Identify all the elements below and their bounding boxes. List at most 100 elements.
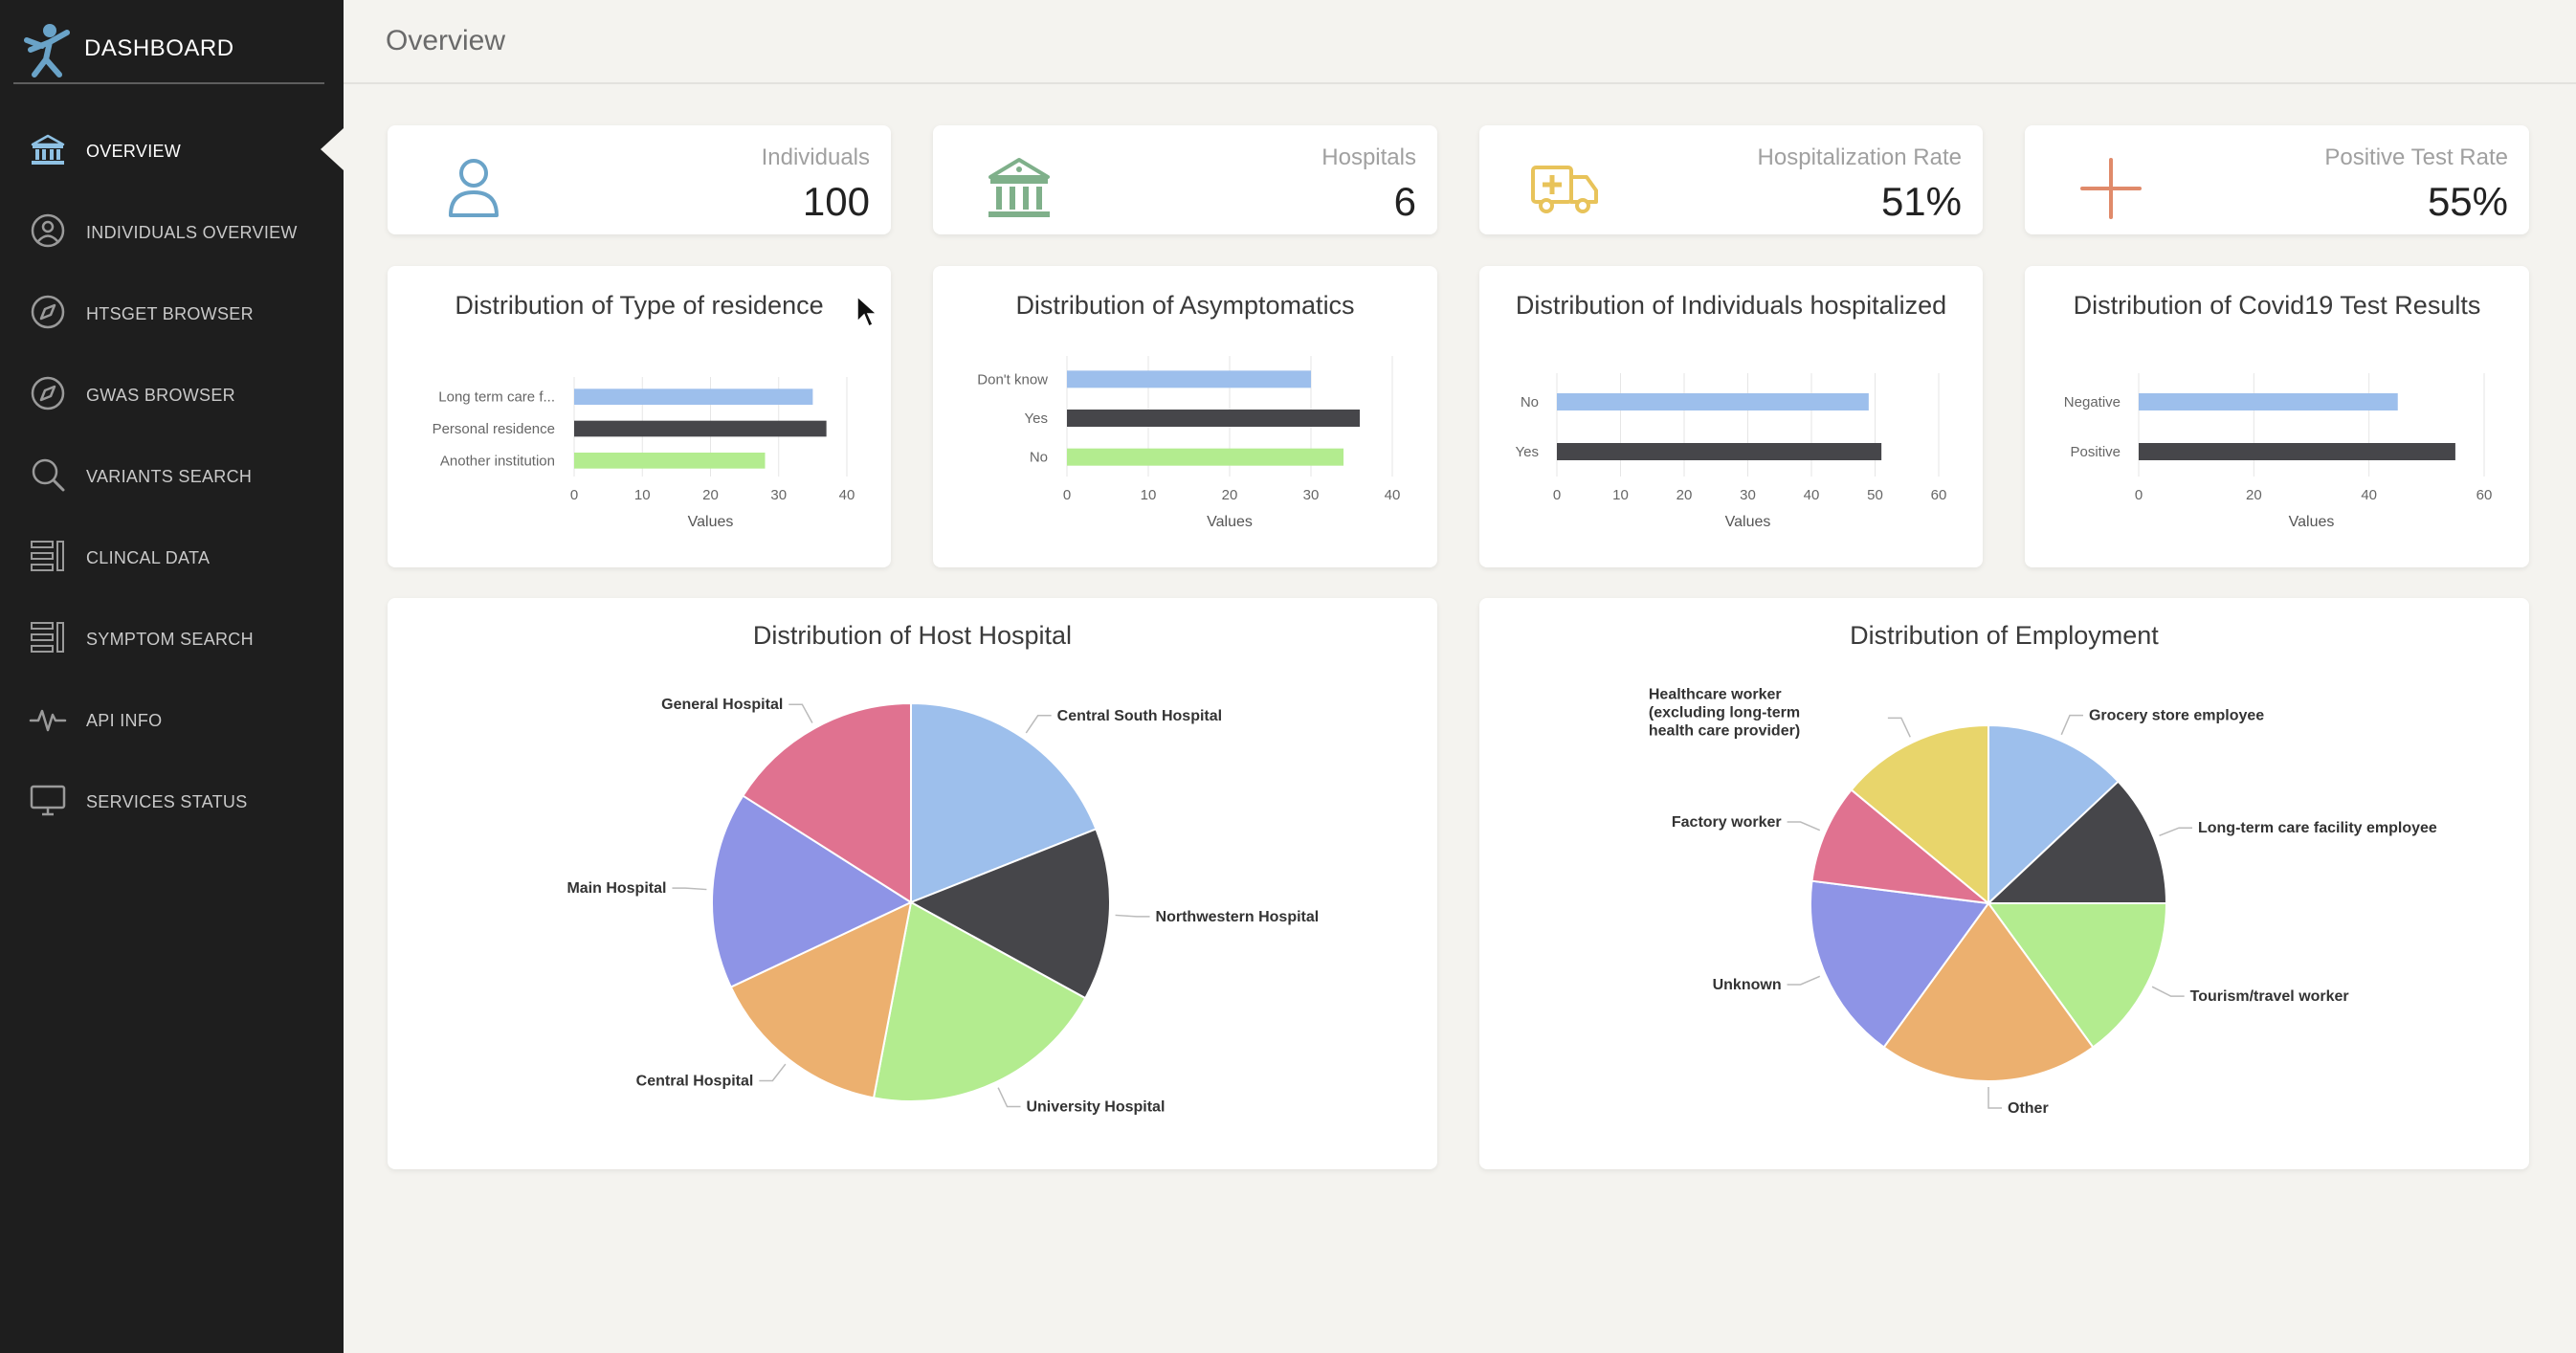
category-label: Another institution xyxy=(440,453,555,469)
sidebar-item-label: CLINCAL DATA xyxy=(86,548,211,567)
bar-chart-test-results: 0 20 40 60 Negative Positive Values xyxy=(2064,373,2492,530)
bank-icon xyxy=(31,134,65,165)
list-icon xyxy=(31,622,64,653)
sidebar-item-label: GWAS BROWSER xyxy=(86,386,235,405)
slice-label: Tourism/travel worker xyxy=(2190,988,2349,1005)
label-connector xyxy=(1988,1087,2002,1109)
bar[interactable] xyxy=(2139,393,2398,410)
mouse-cursor-icon xyxy=(856,295,878,328)
bar[interactable] xyxy=(1067,448,1344,466)
stat-card-positive-test-rate: Positive Test Rate 55% xyxy=(2025,125,2529,234)
pie-slice[interactable] xyxy=(1882,901,2095,1082)
chart-title: Distribution of Individuals hospitalized xyxy=(1515,291,1947,320)
tick-label: 20 xyxy=(1222,487,1238,503)
bar[interactable] xyxy=(574,420,827,437)
slice-label: Main Hospital xyxy=(566,880,666,897)
sidebar-item-gwas-browser[interactable]: GWAS BROWSER xyxy=(0,355,344,435)
brand[interactable]: DASHBOARD xyxy=(13,8,324,84)
chart-card-hospitalized: Distribution of Individuals hospitalized… xyxy=(1479,266,1983,567)
search-icon xyxy=(32,458,65,492)
category-label: Don't know xyxy=(977,371,1048,388)
tick-label: 0 xyxy=(2135,487,2143,503)
compass-icon xyxy=(31,376,65,410)
chart-title: Distribution of Covid19 Test Results xyxy=(2073,291,2481,320)
sidebar-item-label: SERVICES STATUS xyxy=(86,792,248,811)
bar[interactable] xyxy=(1067,370,1311,388)
sidebar-item-label: INDIVIDUALS OVERVIEW xyxy=(86,223,298,242)
pie-slice[interactable] xyxy=(729,900,913,1099)
category-label: Positive xyxy=(2070,444,2121,460)
label-connector xyxy=(1787,975,1821,986)
slice-label: Grocery store employee xyxy=(2089,708,2264,724)
chart-card-asymptomatics: Distribution of Asymptomatics 0 10 20 30 40 D… xyxy=(933,266,1437,567)
tick-label: 40 xyxy=(2361,487,2377,503)
axis-label: Values xyxy=(688,514,734,530)
bar-chart-residence: 0 10 20 30 40 Long term care f... Personal res… xyxy=(433,377,855,530)
tick-label: 40 xyxy=(1804,487,1820,503)
stat-value: 6 xyxy=(1393,179,1416,224)
page-header: Overview xyxy=(344,0,2576,84)
slice-label: Central Hospital xyxy=(636,1073,754,1089)
pie-slice[interactable] xyxy=(910,701,1098,904)
slice-label: Other xyxy=(2008,1100,2049,1117)
tick-label: 30 xyxy=(1740,487,1756,503)
pie-slice[interactable] xyxy=(741,701,912,904)
label-connector xyxy=(1115,914,1150,918)
slice-label: University Hospital xyxy=(1026,1099,1165,1116)
bar-chart-asymptomatics: 0 10 20 30 40 Don't know Yes No Values xyxy=(977,356,1401,530)
sidebar-item-htsget-browser[interactable]: HTSGET BROWSER xyxy=(0,274,344,354)
bar[interactable] xyxy=(574,388,813,405)
sidebar-item-label: SYMPTOM SEARCH xyxy=(86,630,254,649)
sidebar-item-symptom-search[interactable]: SYMPTOM SEARCH xyxy=(0,599,344,679)
category-label: Yes xyxy=(1516,444,1539,460)
sidebar-item-api-info[interactable]: API INFO xyxy=(0,680,344,761)
chart-card-residence: Distribution of Type of residence 0 10 20 3… xyxy=(388,266,891,567)
pie-slice[interactable] xyxy=(908,828,1111,1000)
pie-slice[interactable] xyxy=(711,794,914,988)
tick-label: 0 xyxy=(570,487,578,503)
active-indicator xyxy=(321,128,344,170)
category-label: Long term care f... xyxy=(438,389,555,406)
tick-label: 60 xyxy=(1931,487,1947,503)
slice-label: General Hospital xyxy=(661,697,783,713)
user-icon xyxy=(449,159,499,217)
axis-label: Values xyxy=(2289,514,2335,530)
sidebar-item-services-status[interactable]: SERVICES STATUS xyxy=(0,762,344,842)
pie-slice[interactable] xyxy=(1987,902,2168,1049)
tick-label: 0 xyxy=(1063,487,1071,503)
sidebar-item-variants-search[interactable]: VARIANTS SEARCH xyxy=(0,436,344,517)
label-connector xyxy=(1787,821,1821,832)
tick-label: 10 xyxy=(1141,487,1157,503)
label-connector xyxy=(2060,714,2083,736)
ambulance-icon xyxy=(1531,166,1598,213)
pie-slice[interactable] xyxy=(1988,723,2121,906)
pie-slice[interactable] xyxy=(1810,788,1992,905)
pie-slice[interactable] xyxy=(872,900,1087,1102)
bar[interactable] xyxy=(1067,410,1360,427)
category-label: Negative xyxy=(2064,394,2121,410)
pie-slice[interactable] xyxy=(1986,780,2168,904)
bar[interactable] xyxy=(1557,393,1869,410)
tick-label: 40 xyxy=(1385,487,1401,503)
chart-card-test-results: Distribution of Covid19 Test Results 0 20… xyxy=(2025,266,2529,567)
label-connector xyxy=(1025,715,1052,734)
bar[interactable] xyxy=(2139,443,2455,460)
pie-slice[interactable] xyxy=(1810,879,1990,1049)
stat-card-hospitals: Hospitals 6 xyxy=(933,125,1437,234)
chart-card-employment: Distribution of Employment Grocery store… xyxy=(1479,598,2529,1169)
label-connector xyxy=(672,887,707,891)
page-title: Overview xyxy=(386,25,506,56)
pie-chart-host-hospital: Central South Hospital Northwestern Hospi… xyxy=(566,697,1320,1116)
category-label: No xyxy=(1521,394,1539,410)
pie-slice[interactable] xyxy=(1850,723,1989,906)
sidebar-item-individuals-overview[interactable]: INDIVIDUALS OVERVIEW xyxy=(0,192,344,273)
bar[interactable] xyxy=(574,453,766,469)
sidebar-item-overview[interactable]: OVERVIEW xyxy=(0,111,344,191)
label-connector xyxy=(2151,986,2185,997)
slice-label: Northwestern Hospital xyxy=(1156,909,1320,925)
bank-icon xyxy=(988,158,1050,217)
label-connector xyxy=(759,1063,787,1082)
sidebar-item-label: API INFO xyxy=(86,711,163,730)
sidebar-item-clincal-data[interactable]: CLINCAL DATA xyxy=(0,518,344,598)
bar[interactable] xyxy=(1557,443,1882,460)
